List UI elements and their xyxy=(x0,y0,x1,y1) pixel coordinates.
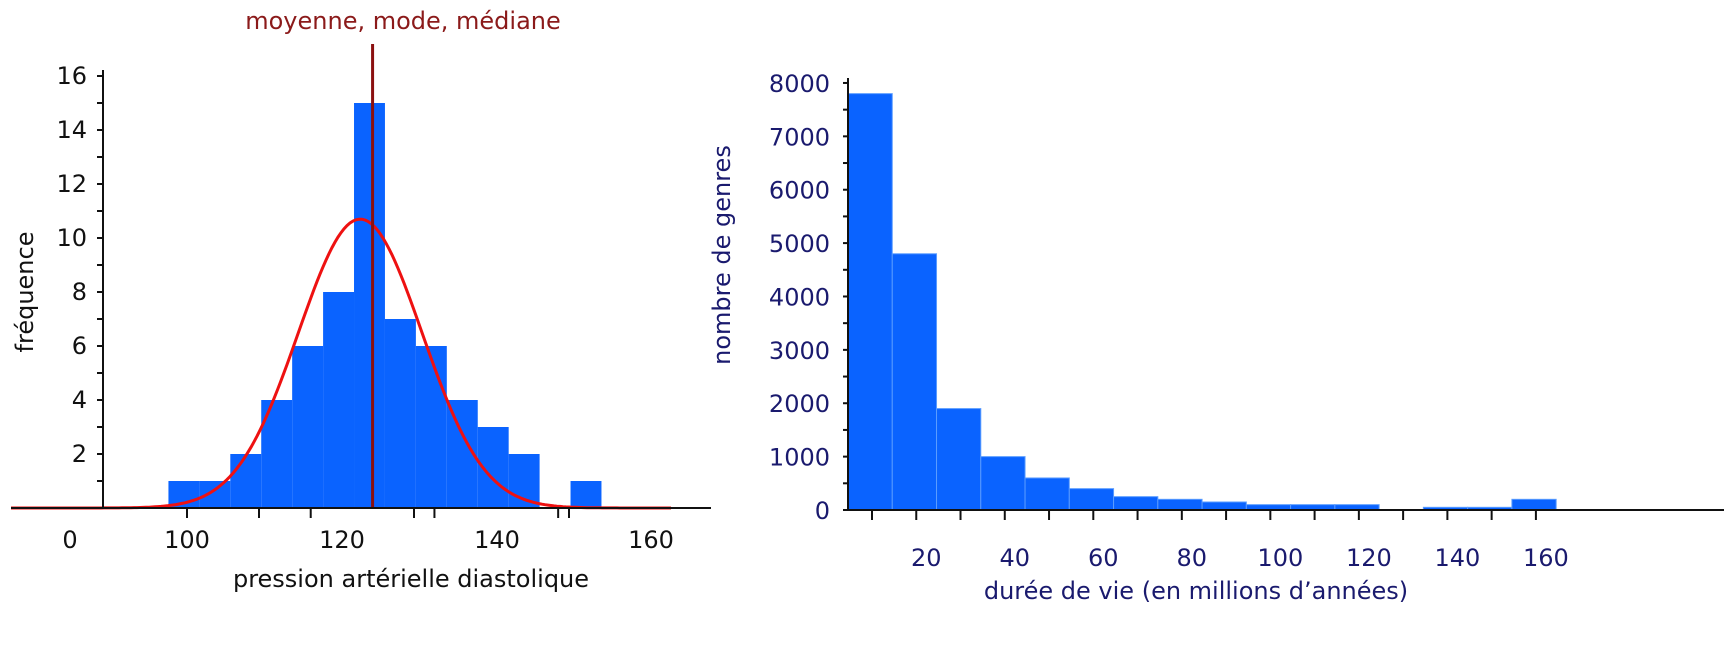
ls-y-tick-label: 6000 xyxy=(769,177,830,205)
ls-x-tick-label: 40 xyxy=(1000,544,1031,572)
bp-bar xyxy=(415,346,447,508)
ls-bar xyxy=(1201,501,1247,511)
bp-x-tick-label: 0 xyxy=(62,526,77,554)
bp-bar xyxy=(384,319,416,508)
ls-bar xyxy=(1157,498,1203,511)
ls-y-tick-label: 7000 xyxy=(769,123,830,151)
ls-bar xyxy=(936,408,982,511)
ls-y-tick-label: 3000 xyxy=(769,337,830,365)
ls-y-tick-label: 1000 xyxy=(769,444,830,472)
ls-x-tick-label: 140 xyxy=(1434,544,1480,572)
ls-y-tick-label: 8000 xyxy=(769,70,830,98)
chart-genus-lifespan: 0 1000 2000 3000 4000 5000 6000 7000 8000 20 40 60 8… xyxy=(708,70,1724,605)
bp-bar xyxy=(570,481,602,508)
ls-x-tick-label: 60 xyxy=(1088,544,1119,572)
bp-x-tick-label: 140 xyxy=(474,526,520,554)
ls-x-tick-label: 160 xyxy=(1523,544,1569,572)
ls-bar xyxy=(847,93,893,511)
bp-bar xyxy=(354,103,385,508)
ls-bar xyxy=(980,456,1026,511)
ls-x-tick-label: 100 xyxy=(1257,544,1303,572)
ls-x-axis-title: durée de vie (en millions d’années) xyxy=(984,577,1408,605)
bp-bars xyxy=(168,103,602,508)
ls-x-tick-label: 20 xyxy=(911,544,942,572)
ls-y-axis-title: nombre de genres xyxy=(708,145,736,365)
bp-x-axis-title: pression artérielle diastolique xyxy=(233,565,589,593)
bp-y-tick-label: 12 xyxy=(56,170,87,198)
bp-y-axis-title: fréquence xyxy=(11,232,39,353)
ls-bar xyxy=(1068,488,1115,511)
bp-y-tick-label: 16 xyxy=(56,62,87,90)
ls-y-tick-label: 2000 xyxy=(769,390,830,418)
ls-bar xyxy=(1511,498,1557,511)
ls-x-tick-label: 80 xyxy=(1177,544,1208,572)
ls-bar xyxy=(1113,496,1159,511)
ls-bar xyxy=(1024,477,1070,511)
ls-y-tick-label: 0 xyxy=(815,497,830,525)
ls-y-tick-label: 5000 xyxy=(769,230,830,258)
reference-line-label: moyenne, mode, médiane xyxy=(245,7,561,35)
ls-axes: 0 1000 2000 3000 4000 5000 6000 7000 8000 20 40 60 8… xyxy=(769,70,1724,572)
bp-bar xyxy=(230,454,262,508)
bp-y-tick-label: 8 xyxy=(72,278,87,306)
bp-x-tick-label: 120 xyxy=(319,526,365,554)
bp-y-tick-label: 14 xyxy=(56,116,87,144)
ls-y-tick-label: 4000 xyxy=(769,283,830,311)
bp-x-tick-label: 160 xyxy=(628,526,674,554)
bp-y-tick-label: 2 xyxy=(72,440,87,468)
ls-bar xyxy=(891,253,938,511)
ls-bars xyxy=(847,93,1557,511)
bp-bar xyxy=(323,292,355,508)
bp-y-tick-label: 6 xyxy=(72,332,87,360)
ls-x-tick-label: 120 xyxy=(1346,544,1392,572)
bp-x-tick-label: 100 xyxy=(164,526,210,554)
bp-bar xyxy=(292,346,324,508)
bp-y-tick-label: 4 xyxy=(72,386,87,414)
bp-y-tick-label: 10 xyxy=(56,224,87,252)
